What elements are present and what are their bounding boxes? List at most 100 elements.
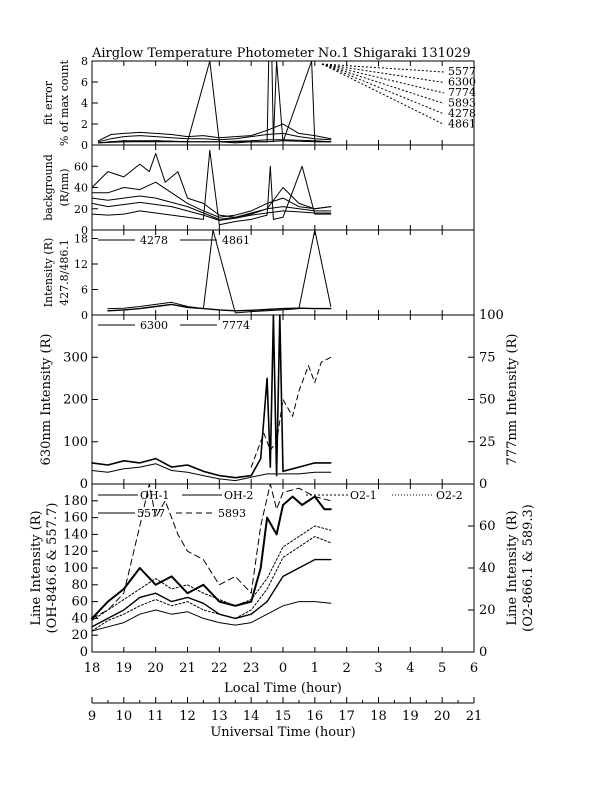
legend-leader bbox=[321, 63, 445, 115]
y-right-tick-label: 75 bbox=[479, 350, 496, 365]
y-axis-title: fit error bbox=[42, 80, 55, 125]
legend-label: 7774 bbox=[222, 319, 250, 332]
series-line-trace-1 bbox=[91, 181, 332, 218]
panel-redline: 0 100 200 300 0 25 50 75 100 630nm Intensity (R) 7… bbox=[39, 308, 520, 492]
legend-label: 6300 bbox=[140, 319, 168, 332]
x-tick-label: 1 bbox=[311, 661, 319, 676]
x-tick-label: 3 bbox=[374, 661, 382, 676]
y-right-tick-label: 20 bbox=[479, 603, 496, 618]
series-line-trace-4 bbox=[107, 60, 332, 143]
series-line-trace-0 bbox=[91, 153, 332, 218]
legend-label: 4278 bbox=[140, 234, 168, 247]
y-tick-label: 20 bbox=[71, 628, 88, 643]
y-tick-label: 160 bbox=[63, 511, 88, 526]
y-right-axis-title: Line Intensity (R) bbox=[505, 510, 520, 625]
ut-tick-label: 11 bbox=[147, 709, 164, 724]
legend-label: O2-1 bbox=[350, 489, 377, 502]
y-tick-label: 300 bbox=[63, 350, 88, 365]
y-tick-label: 0 bbox=[81, 139, 88, 152]
series-line-6300 bbox=[91, 314, 332, 479]
series-line-trace-1 bbox=[97, 132, 332, 143]
legend-label: 5577 bbox=[137, 507, 165, 520]
legend-label: 5893 bbox=[218, 507, 246, 520]
series-line-OH-2 bbox=[91, 601, 332, 632]
y-right-tick-label: 25 bbox=[479, 435, 496, 450]
legend-label: 6300 bbox=[448, 76, 476, 89]
legend-label: OH-1 bbox=[140, 489, 169, 502]
y-tick-label: 140 bbox=[63, 527, 88, 542]
legend-leader bbox=[321, 63, 445, 125]
legend-label: 4861 bbox=[222, 234, 250, 247]
y-tick-label: 180 bbox=[63, 494, 88, 509]
series-line-trace-3 bbox=[91, 201, 332, 221]
y-tick-label: 60 bbox=[74, 160, 88, 173]
y-axis-title: Intensity (R) bbox=[42, 238, 55, 308]
y-tick-label: 100 bbox=[63, 561, 88, 576]
series-line-O2-2 bbox=[91, 536, 332, 632]
ut-tick-label: 17 bbox=[338, 709, 355, 724]
legend-leader bbox=[321, 63, 445, 94]
series-line-trace-4 bbox=[91, 149, 332, 226]
ut-tick-label: 13 bbox=[211, 709, 228, 724]
x-tick-label: 5 bbox=[438, 661, 446, 676]
y-axis-title: 427.8/486.1 bbox=[58, 239, 71, 306]
y-axis-title: 630nm Intensity (R) bbox=[39, 334, 54, 466]
y-tick-label: 100 bbox=[63, 435, 88, 450]
y-axis-title: (OH-846.6 & 557.7) bbox=[45, 503, 60, 634]
x-tick-label: 0 bbox=[279, 661, 287, 676]
series-line-trace-0 bbox=[97, 123, 332, 142]
series-line-7774 bbox=[91, 463, 332, 482]
ut-tick-label: 14 bbox=[243, 709, 260, 724]
ut-tick-label: 20 bbox=[434, 709, 451, 724]
panel-fit-error: 0 2 4 6 8 fit error% of max count 557763007774… bbox=[42, 55, 476, 152]
series-line-5893 bbox=[91, 483, 332, 619]
ut-tick-label: 10 bbox=[116, 709, 133, 724]
plot-frame bbox=[91, 60, 475, 146]
y-tick-label: 0 bbox=[81, 224, 88, 237]
ut-tick-label: 21 bbox=[466, 709, 483, 724]
legend-label: 7774 bbox=[448, 86, 476, 99]
y-tick-label: 12 bbox=[74, 258, 88, 271]
x-tick-label: 2 bbox=[343, 661, 351, 676]
y-right-tick-label: 50 bbox=[479, 393, 496, 408]
ut-tick-label: 12 bbox=[179, 709, 196, 724]
y-tick-label: 4 bbox=[81, 97, 88, 110]
series-line-5577 bbox=[91, 495, 332, 620]
x-tick-label: 20 bbox=[147, 661, 164, 676]
ut-tick-label: 16 bbox=[307, 709, 324, 724]
y-right-tick-label: 0 bbox=[479, 477, 487, 492]
y-right-tick-label: 0 bbox=[479, 645, 487, 660]
y-tick-label: 20 bbox=[74, 203, 88, 216]
y-axis-title: Line Intensity (R) bbox=[29, 510, 44, 625]
series-line-O2-1 bbox=[91, 525, 332, 621]
panel-blue-intensity: 0 6 12 18 Intensity (R) 427.8/486.1 4278 4861 bbox=[42, 229, 475, 322]
y-axis-title: % of max count bbox=[58, 59, 71, 146]
y-tick-label: 0 bbox=[80, 645, 88, 660]
panel-background: 0 20 40 60 background (R/nm) bbox=[42, 144, 475, 237]
x-tick-label: 22 bbox=[211, 661, 228, 676]
x-tick-label: 23 bbox=[243, 661, 260, 676]
figure-title: Airglow Temperature Photometer No.1 Shig… bbox=[91, 46, 471, 61]
series-line-OH-1 bbox=[91, 558, 332, 628]
legend-leader bbox=[321, 63, 445, 73]
legend-label: 4278 bbox=[448, 107, 476, 120]
y-tick-label: 8 bbox=[81, 55, 88, 68]
legend-label: 5893 bbox=[448, 97, 476, 110]
y-right-tick-label: 60 bbox=[479, 519, 496, 534]
y-tick-label: 6 bbox=[81, 284, 88, 297]
y-tick-label: 6 bbox=[81, 76, 88, 89]
legend-label: 5577 bbox=[448, 65, 476, 78]
y-right-axis-title: (O2-866.1 & 589.3) bbox=[521, 504, 536, 632]
series-line-trace-2 bbox=[91, 195, 332, 220]
y-right-tick-label: 100 bbox=[479, 308, 504, 323]
y-tick-label: 2 bbox=[81, 118, 88, 131]
y-axis-title: background bbox=[42, 154, 55, 221]
y-tick-label: 200 bbox=[63, 393, 88, 408]
series-line-4278 bbox=[107, 303, 332, 312]
legend-leader bbox=[321, 63, 445, 83]
x-tick-label: 19 bbox=[116, 661, 133, 676]
x-tick-label: 18 bbox=[84, 661, 101, 676]
